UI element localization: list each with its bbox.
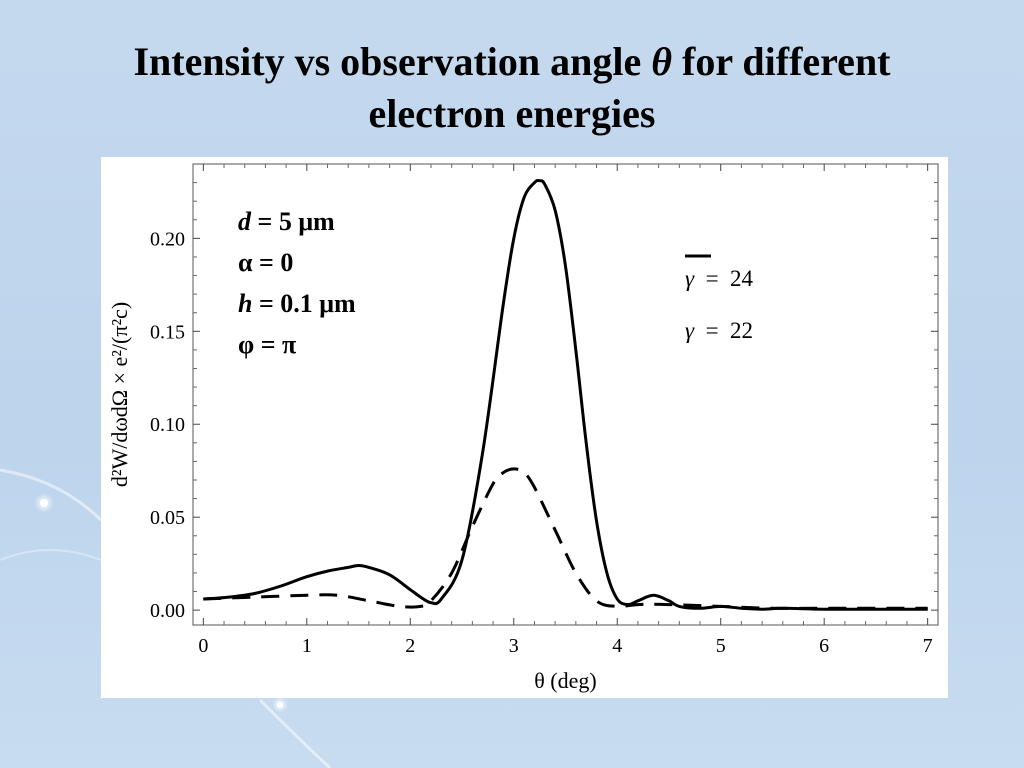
- y-tick-label: 0.10: [150, 414, 185, 436]
- y-tick-label: 0.20: [150, 228, 185, 250]
- y-tick-label: 0.00: [150, 600, 185, 622]
- legend-entry-gamma-22: γ = 22: [685, 254, 753, 357]
- parameter-annotation: d = 5 μm α = 0 h = 0.1 μm φ = π: [238, 201, 356, 365]
- plot-frame: [192, 163, 939, 626]
- x-axis-label: θ (deg): [534, 668, 596, 693]
- param-h: h = 0.1 μm: [238, 289, 356, 318]
- x-tick-label: 6: [819, 635, 829, 657]
- x-tick-label: 1: [302, 635, 312, 657]
- legend-entry-gamma-24: γ = 24: [685, 253, 753, 305]
- series-line-gamma-24: [203, 178, 928, 611]
- x-tick-label: 4: [612, 635, 622, 657]
- x-tick-label: 5: [716, 635, 726, 657]
- title-line-2: electron energies: [368, 91, 656, 136]
- x-tick-label: 7: [923, 635, 933, 657]
- title-line-1: Intensity vs observation angle θ for dif…: [133, 39, 891, 84]
- x-tick-label: 0: [198, 635, 208, 657]
- param-d: d = 5 μm: [238, 207, 335, 236]
- param-alpha: α = 0: [238, 248, 294, 277]
- param-phi: φ = π: [238, 330, 297, 359]
- slide-title: Intensity vs observation angle θ for dif…: [40, 36, 984, 140]
- x-tick-label: 2: [405, 635, 415, 657]
- chart-svg: 0 1 2 3 4 5 6 7 0.00 0.05 0.10 0.15 0.20 θ (deg) d²W/d…: [107, 163, 939, 693]
- y-axis-label: d²W/dωdΩ × e²/(π²c): [107, 302, 132, 487]
- y-tick-label: 0.05: [150, 507, 185, 529]
- x-tick-label: 3: [509, 635, 519, 657]
- legend-swatch-dashed: [685, 254, 711, 258]
- chart-legend: γ = 24 γ = 22: [685, 253, 753, 357]
- title-theta: θ: [651, 39, 673, 84]
- series-line-gamma-22: [203, 467, 928, 610]
- y-tick-label: 0.15: [150, 321, 185, 343]
- chart-panel: 0 1 2 3 4 5 6 7 0.00 0.05 0.10 0.15 0.20 θ (deg) d²W/d…: [101, 157, 948, 698]
